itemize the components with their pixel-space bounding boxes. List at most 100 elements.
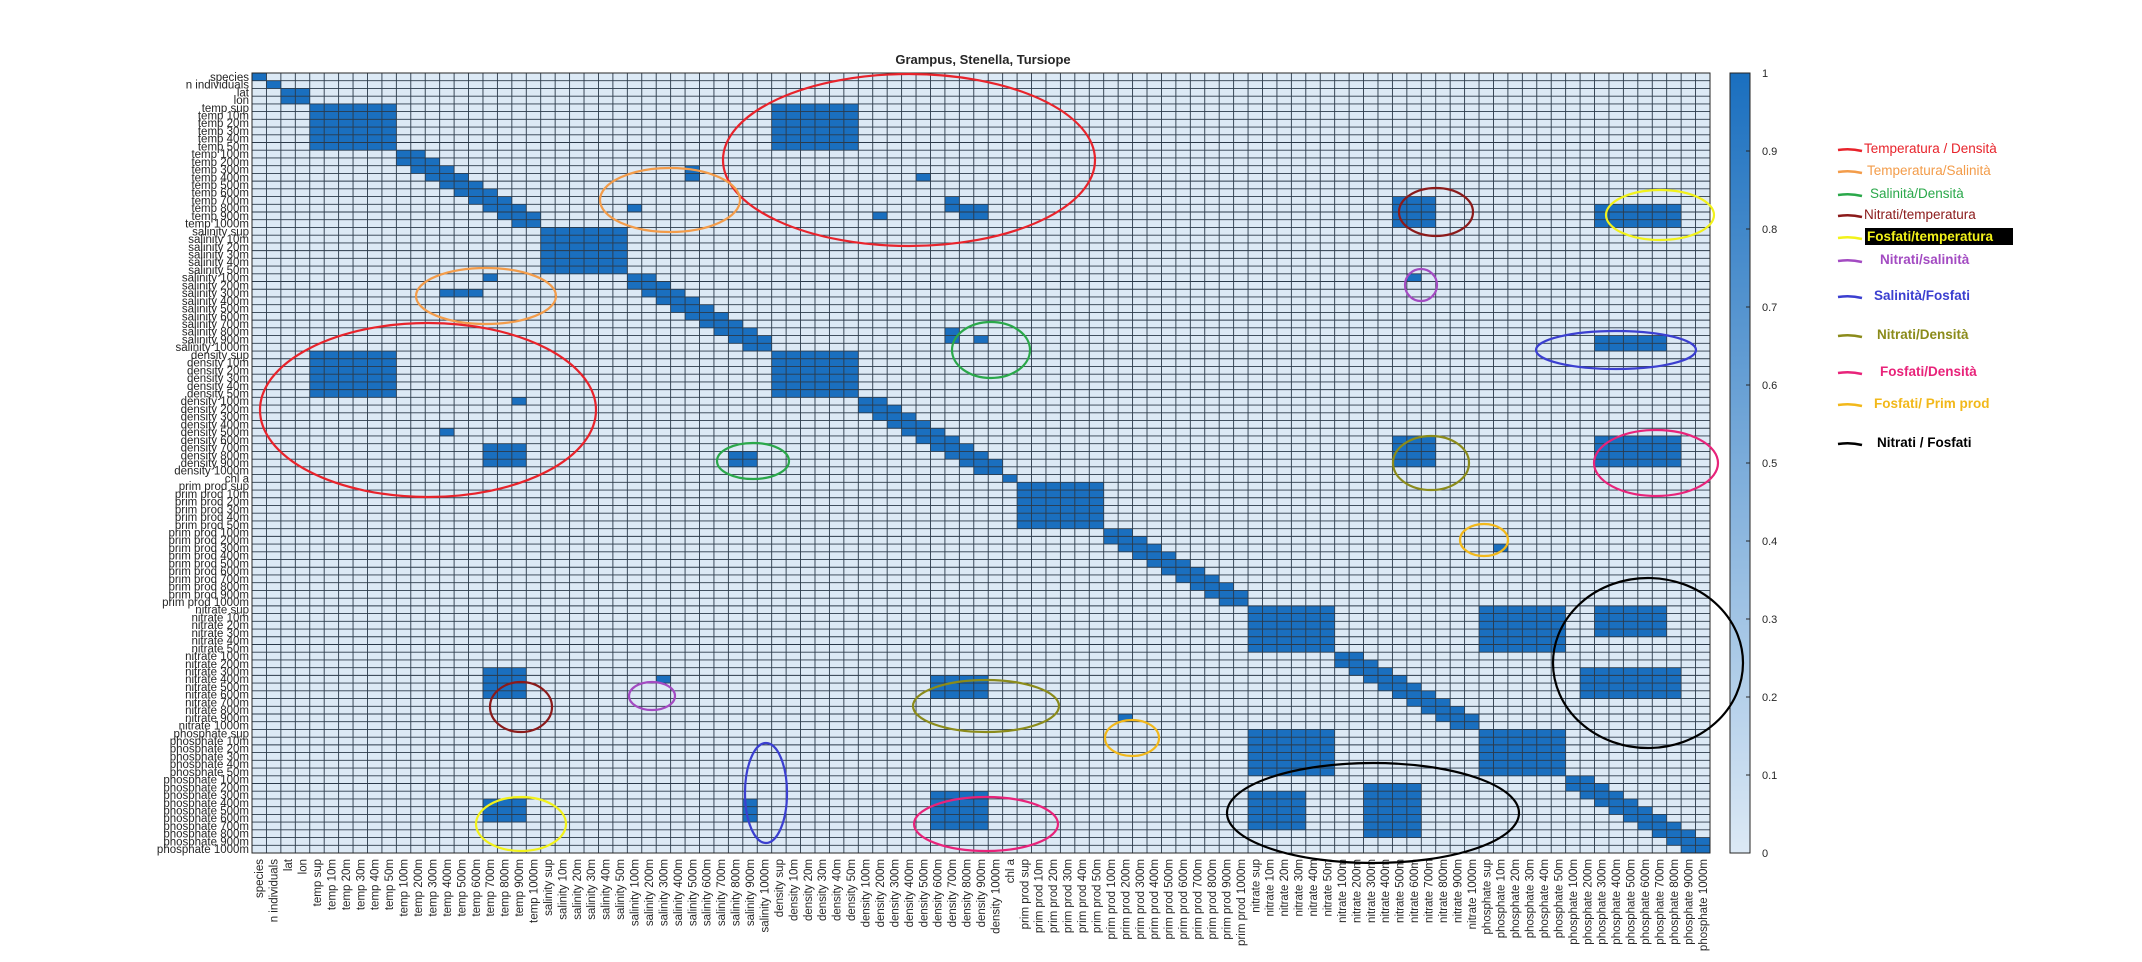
heatmap-cell xyxy=(280,88,296,97)
heatmap-cell xyxy=(1262,822,1278,831)
heatmap-cell xyxy=(1118,528,1133,537)
heatmap-cell xyxy=(1421,443,1437,452)
legend-swatch xyxy=(1837,402,1863,408)
heatmap-cell xyxy=(800,119,816,128)
heatmap-cell xyxy=(1291,768,1307,777)
x-tick-label: nitrate 400m xyxy=(1380,859,1392,923)
heatmap-cell xyxy=(353,103,368,112)
x-tick-label: nitrate 40m xyxy=(1308,859,1320,917)
x-axis-labels: species n individuals lat lon temp sup temp 1… xyxy=(254,858,1710,951)
legend-entry: Temperatura/Salinità xyxy=(1837,163,1991,178)
heatmap-cell xyxy=(324,127,339,136)
heatmap-cell xyxy=(1594,613,1610,622)
heatmap-cell xyxy=(497,443,513,452)
heatmap-cell xyxy=(786,103,801,112)
legend-swatch xyxy=(1837,192,1863,198)
y-tick-label: salinity 200m xyxy=(182,280,249,292)
heatmap-cell xyxy=(1291,644,1307,653)
y-tick-label: temp 900m xyxy=(191,211,249,223)
heatmap-cell xyxy=(1479,768,1494,777)
x-tick-label: phosphate 800m xyxy=(1669,859,1681,945)
annotation-ellipse xyxy=(1225,761,1521,865)
heatmap-cell xyxy=(338,374,354,383)
heatmap-cell xyxy=(1089,482,1105,491)
heatmap-cell xyxy=(959,459,975,468)
legend-label: Salinità/Densità xyxy=(1870,186,1964,201)
x-tick-label: lat xyxy=(283,858,295,871)
heatmap-cell xyxy=(1608,675,1624,684)
heatmap-cell xyxy=(1421,690,1437,699)
heatmap-cell xyxy=(381,381,397,390)
heatmap-cell xyxy=(1161,567,1177,576)
heatmap-cell xyxy=(742,459,758,468)
heatmap-cell xyxy=(1637,822,1653,831)
heatmap-cell xyxy=(959,443,975,452)
heatmap-cell xyxy=(1262,798,1278,807)
y-tick-label: prim prod 700m xyxy=(168,574,249,586)
heatmap-cell xyxy=(829,134,845,143)
heatmap-cell xyxy=(916,173,931,182)
x-tick-label: nitrate 30m xyxy=(1294,859,1306,917)
heatmap-cell xyxy=(1608,219,1624,228)
heatmap-cell xyxy=(930,791,946,800)
heatmap-cell xyxy=(728,327,744,336)
heatmap-cell xyxy=(1695,837,1711,846)
heatmap-cell xyxy=(1666,690,1682,699)
heatmap-cell xyxy=(771,366,787,375)
heatmap-cell xyxy=(1017,497,1032,506)
heatmap-cell xyxy=(598,250,614,259)
heatmap-cell xyxy=(1363,659,1379,668)
heatmap-cell xyxy=(728,320,744,329)
heatmap-cell xyxy=(1623,613,1639,622)
heatmap-cell xyxy=(1262,791,1278,800)
heatmap-cell xyxy=(800,103,816,112)
heatmap-cell xyxy=(1074,520,1090,529)
y-tick-label: prim prod 100m xyxy=(168,528,249,540)
heatmap-cell xyxy=(1276,806,1292,815)
heatmap-cell xyxy=(1594,605,1610,614)
x-tick-label: density 40m xyxy=(832,859,844,921)
heatmap-cell xyxy=(843,351,859,360)
heatmap-cell xyxy=(872,405,888,414)
legend-label: Nitrati / Fosfati xyxy=(1877,435,1972,450)
y-tick-label: phosphate 200m xyxy=(163,782,249,794)
heatmap-cell xyxy=(1248,729,1263,738)
annotation-ellipse xyxy=(1551,576,1745,750)
heatmap-cell xyxy=(584,242,599,251)
heatmap-cell xyxy=(497,683,513,692)
heatmap-cell xyxy=(1392,435,1408,444)
x-tick-label: prim prod 30m xyxy=(1063,859,1075,933)
annotation-ellipse xyxy=(1397,186,1475,238)
heatmap-cell xyxy=(930,435,946,444)
heatmap-cell xyxy=(771,103,787,112)
heatmap-cell xyxy=(367,134,383,143)
heatmap-cell xyxy=(800,111,816,120)
x-tick-label: lon xyxy=(298,859,310,874)
heatmap-cell xyxy=(482,814,498,823)
heatmap-cell xyxy=(786,389,801,398)
heatmap-cell xyxy=(1276,744,1292,753)
heatmap-cell xyxy=(1262,621,1278,630)
x-tick-label: density 100m xyxy=(861,859,873,927)
heatmap-cell xyxy=(1349,652,1364,661)
annotation-ellipse xyxy=(598,166,742,234)
heatmap-cell xyxy=(800,381,816,390)
y-tick-label: phosphate 100m xyxy=(163,775,249,787)
heatmap-cell xyxy=(1406,698,1422,707)
heatmap-cell xyxy=(1377,675,1393,684)
x-tick-label: salinity 1000m xyxy=(759,859,771,933)
colorbar-tick-label: 0.1 xyxy=(1762,770,1777,782)
heatmap-cell xyxy=(1507,729,1523,738)
heatmap-cell xyxy=(1652,219,1667,228)
x-tick-label: density 50m xyxy=(846,859,858,921)
heatmap-cells xyxy=(251,72,1711,854)
y-tick-label: nitrate 900m xyxy=(185,713,249,725)
heatmap-cell xyxy=(1652,613,1667,622)
heatmap-cell xyxy=(1031,505,1047,514)
heatmap-cell xyxy=(814,366,830,375)
heatmap-cell xyxy=(829,111,845,120)
heatmap-cell xyxy=(1594,212,1610,221)
heatmap-cell xyxy=(324,366,339,375)
heatmap-cell xyxy=(843,389,859,398)
heatmap-cell xyxy=(1363,829,1379,838)
